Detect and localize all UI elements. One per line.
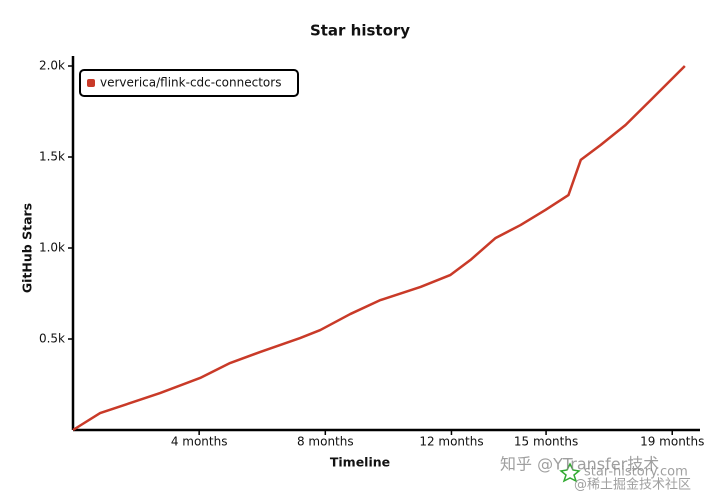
watermark: star-history.com bbox=[584, 465, 688, 480]
legend-box bbox=[79, 69, 299, 97]
chart-title: Star history bbox=[310, 22, 410, 40]
legend: ververica/flink-cdc-connectors bbox=[79, 69, 299, 97]
watermark: @稀土掘金技术社区 bbox=[574, 477, 691, 493]
x-tick-label: 8 months bbox=[297, 435, 354, 449]
legend-swatch bbox=[87, 79, 95, 87]
x-axis-title: Timeline bbox=[330, 455, 390, 470]
y-tick-label: 2.0k bbox=[39, 59, 65, 73]
y-tick-label: 1.5k bbox=[39, 150, 65, 164]
x-tick-label: 15 months bbox=[514, 435, 578, 449]
y-tick-label: 1.0k bbox=[39, 241, 65, 255]
legend-label: ververica/flink-cdc-connectors bbox=[100, 76, 281, 90]
x-tick-label: 4 months bbox=[171, 435, 228, 449]
watermark: 知乎 @YTransfer技术 bbox=[500, 455, 659, 474]
x-tick-label: 12 months bbox=[419, 435, 483, 449]
x-tick-label: 19 months bbox=[640, 435, 704, 449]
line-series bbox=[72, 65, 686, 432]
y-axis-title: GitHub Stars bbox=[20, 203, 35, 293]
y-tick-label: 0.5k bbox=[39, 332, 65, 346]
watermark-icon bbox=[559, 462, 581, 483]
